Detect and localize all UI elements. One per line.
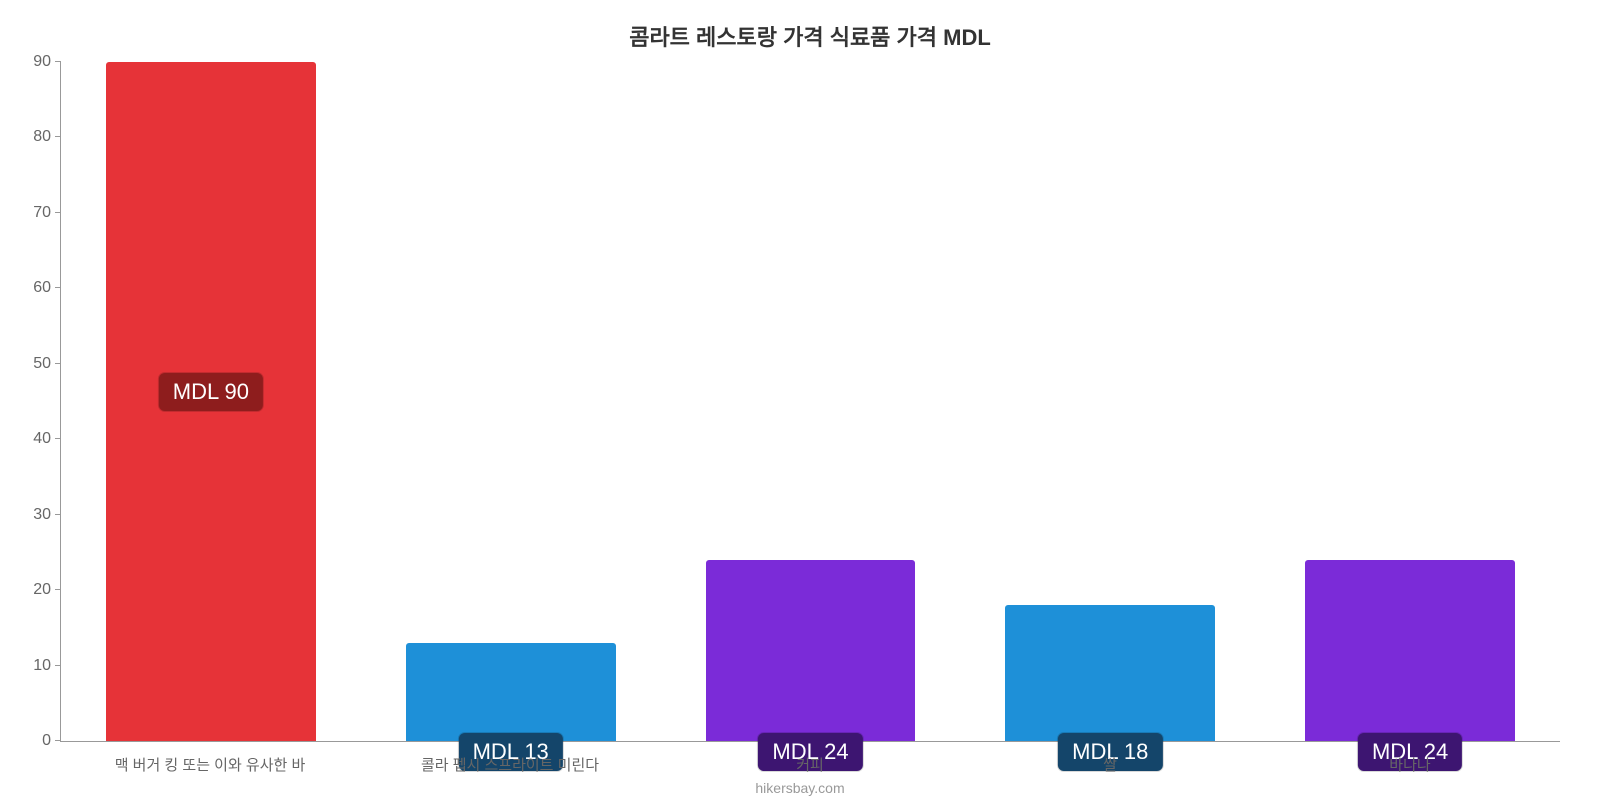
y-tick-label: 20 — [33, 581, 51, 599]
y-tick-mark — [55, 136, 61, 137]
y-tick-mark — [55, 287, 61, 288]
y-tick-label: 70 — [33, 204, 51, 222]
y-tick-mark — [55, 740, 61, 741]
y-tick-label: 10 — [33, 657, 51, 675]
bar-slot: MDL 13 — [361, 643, 661, 741]
x-axis-label: 쌀 — [960, 742, 1260, 775]
bar: MDL 24 — [1305, 560, 1515, 741]
x-axis-label: 커피 — [660, 742, 960, 775]
y-tick-mark — [55, 363, 61, 364]
y-tick-mark — [55, 212, 61, 213]
y-tick-label: 80 — [33, 128, 51, 146]
y-tick-label: 50 — [33, 355, 51, 373]
y-tick-label: 40 — [33, 430, 51, 448]
bar-slot: MDL 24 — [1260, 560, 1560, 741]
y-tick-label: 60 — [33, 279, 51, 297]
x-axis-label: 콜라 펩시 스프라이트 미린다 — [360, 742, 660, 775]
chart-attribution: hikersbay.com — [0, 780, 1600, 796]
bar: MDL 24 — [706, 560, 916, 741]
y-tick-label: 0 — [42, 732, 51, 750]
x-axis-label: 바나나 — [1260, 742, 1560, 775]
x-axis-label: 맥 버거 킹 또는 이와 유사한 바 — [60, 742, 360, 775]
bar-value-label: MDL 90 — [159, 373, 263, 411]
x-axis-labels: 맥 버거 킹 또는 이와 유사한 바콜라 펩시 스프라이트 미린다커피쌀바나나 — [60, 742, 1560, 775]
bar: MDL 90 — [106, 62, 316, 741]
price-bar-chart: 콤라트 레스토랑 가격 식료품 가격 MDL MDL 90 MDL 13 MDL 2… — [0, 0, 1600, 800]
y-tick-mark — [55, 438, 61, 439]
y-tick-mark — [55, 61, 61, 62]
bars-container: MDL 90 MDL 13 MDL 24 MDL 18 MDL 24 — [61, 62, 1560, 741]
y-tick-mark — [55, 589, 61, 590]
y-tick-mark — [55, 665, 61, 666]
bar: MDL 18 — [1005, 605, 1215, 741]
plot-area: MDL 90MDL 13MDL 24MDL 18MDL 24 010203040… — [60, 62, 1560, 742]
chart-title: 콤라트 레스토랑 가격 식료품 가격 MDL — [60, 20, 1560, 52]
y-tick-label: 30 — [33, 506, 51, 524]
y-tick-label: 90 — [33, 53, 51, 71]
bar-slot: MDL 90 — [61, 62, 361, 741]
bar: MDL 13 — [406, 643, 616, 741]
bar-slot: MDL 18 — [960, 605, 1260, 741]
bar-slot: MDL 24 — [661, 560, 961, 741]
y-tick-mark — [55, 514, 61, 515]
